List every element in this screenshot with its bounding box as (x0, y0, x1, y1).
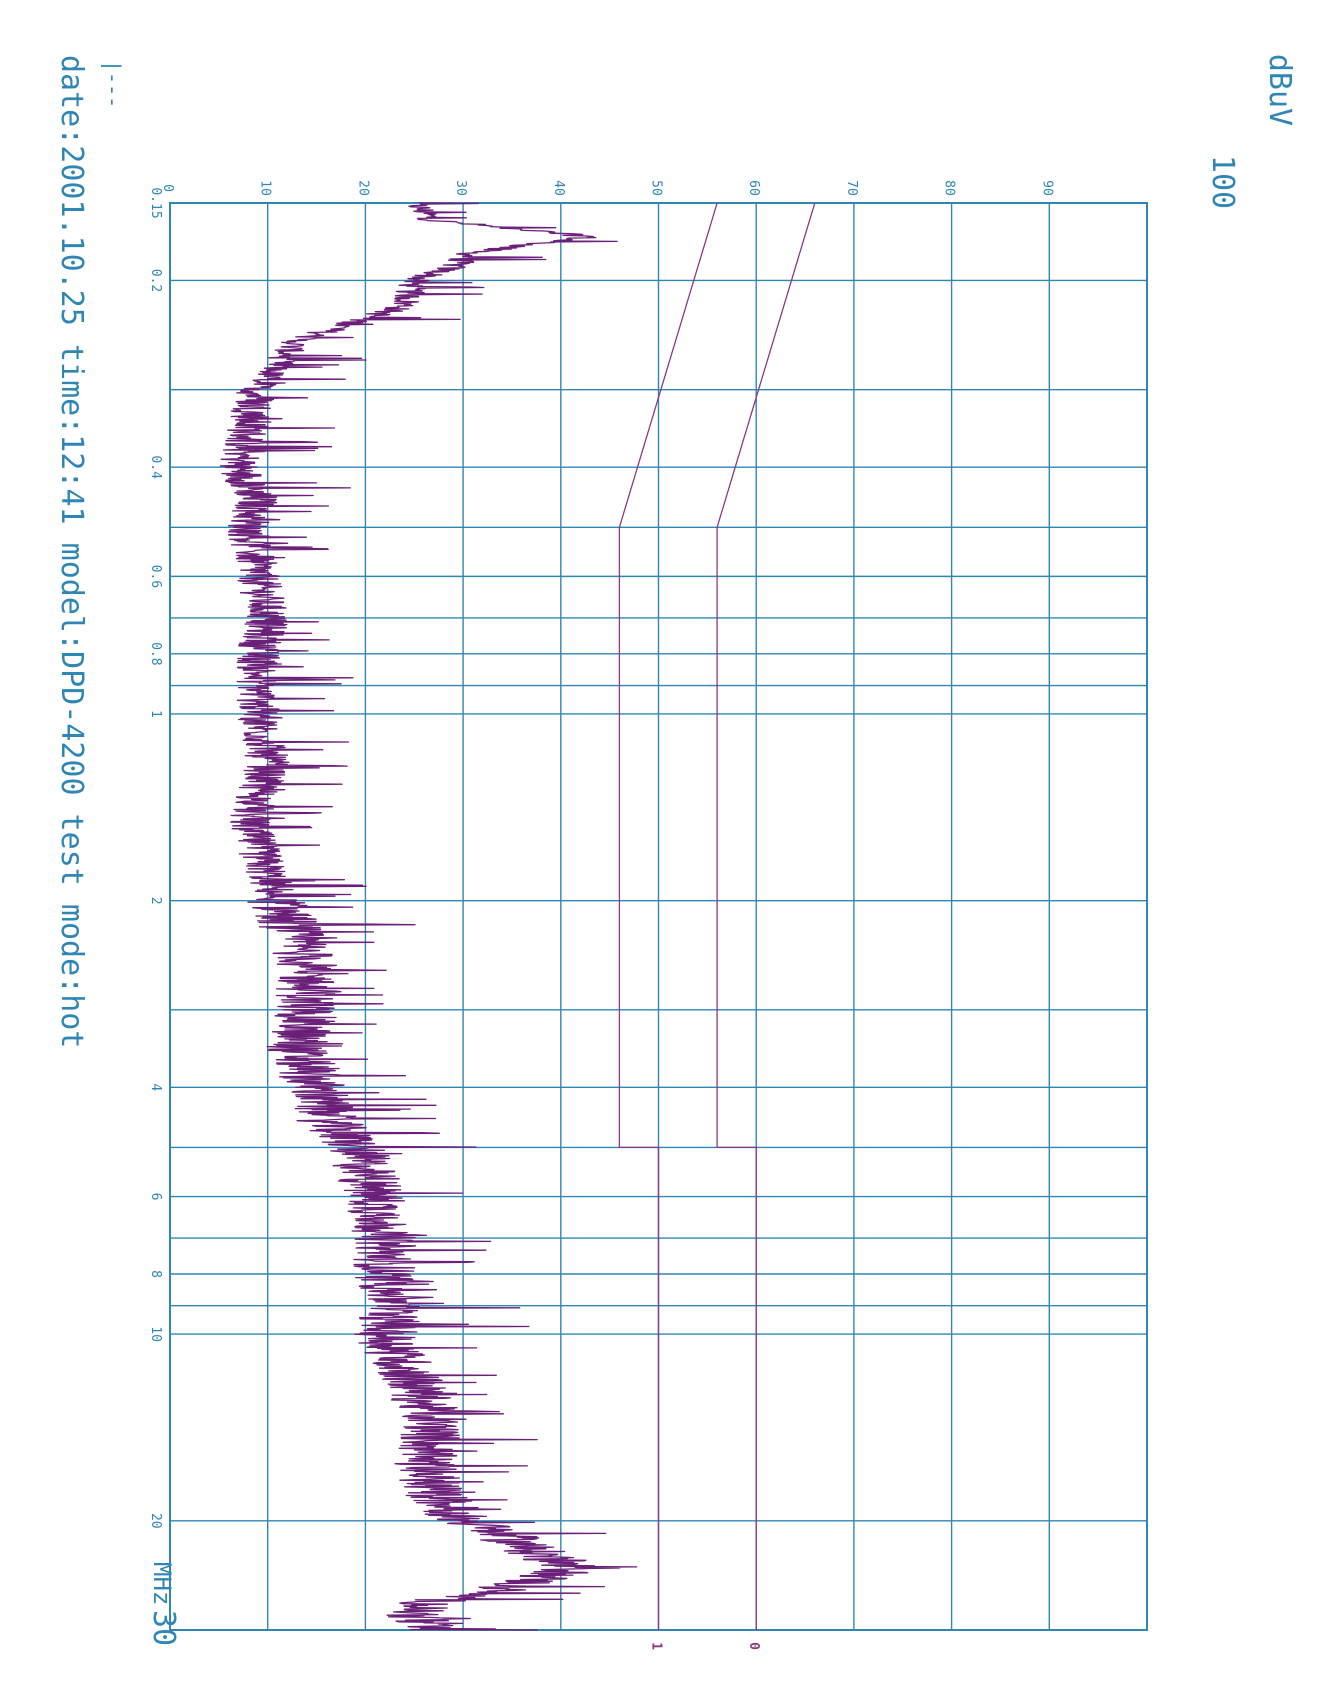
y-tick-label: 90 (1039, 180, 1054, 196)
y-tick-label: 60 (746, 180, 761, 196)
x-tick-label: 0.15 (148, 187, 163, 218)
x-tick-label: 1 (148, 710, 163, 718)
x-tick-label: 0.4 (148, 455, 163, 479)
x-tick-label: 0.6 (148, 565, 163, 588)
x-tick-label: 4 (148, 1083, 163, 1091)
measurement-trace (219, 202, 638, 1631)
y-tick-label: 20 (355, 180, 370, 196)
x-tick-label: 8 (148, 1270, 163, 1278)
footer: |--- date:2001.10.25 time:12:41 model:DP… (54, 55, 125, 1048)
x-end-label: 30 (146, 1610, 181, 1646)
footer-info: date:2001.10.25 time:12:41 model:DPD-420… (54, 55, 89, 1048)
quasi-peak-limit-line (716, 202, 816, 1630)
average-limit-line (618, 202, 718, 1630)
limit-lines (618, 202, 816, 1630)
footer-marker: |--- (101, 60, 125, 108)
y-top-label: 100 (1205, 155, 1240, 209)
x-tick-label: 20 (148, 1513, 163, 1529)
y-axis-unit: dBuV (1262, 54, 1297, 126)
y-tick-label: 30 (453, 180, 468, 196)
x-tick-label: 0.8 (148, 642, 163, 665)
y-tick-label: 0 (160, 184, 175, 192)
axis-labels: 0 10 20 30 40 50 60 70 80 900.150.20.40.60.812468… (146, 54, 1297, 1650)
x-tick-label: 10 (148, 1326, 163, 1342)
x-tick-label: 6 (148, 1193, 163, 1201)
y-tick-label: 40 (551, 180, 566, 196)
y-tick-label: 80 (942, 180, 957, 196)
y-tick-label: 70 (844, 180, 859, 196)
emission-trace-line (219, 202, 638, 1631)
x-unit-label: MHz (148, 1562, 176, 1605)
x-tick-label: 2 (148, 897, 163, 905)
x-tick-label: 0.2 (148, 269, 163, 292)
quasi-peak-limit-label: 0 (746, 1642, 761, 1650)
y-tick-label: 10 (258, 180, 273, 196)
average-limit-label: 1 (649, 1642, 664, 1650)
y-tick-label: 50 (649, 180, 664, 196)
